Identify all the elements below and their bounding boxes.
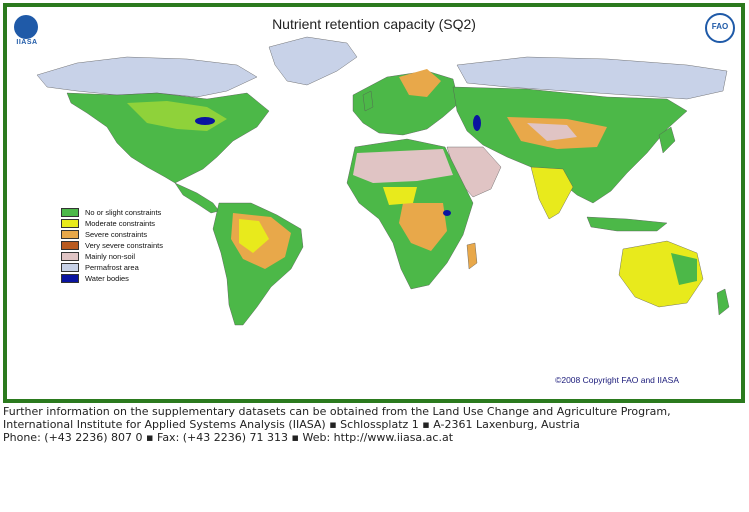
footer-line: International Institute for Applied Syst… <box>3 418 580 431</box>
legend-swatch <box>61 241 79 250</box>
legend-swatch <box>61 263 79 272</box>
sahara-non-soil <box>353 149 453 183</box>
globe-icon <box>14 15 38 39</box>
uk-landmass <box>362 90 374 112</box>
new-zealand-landmass <box>716 288 730 316</box>
legend-label: Severe constraints <box>85 230 148 239</box>
legend-item: Permafrost area <box>61 262 181 273</box>
legend-item: No or slight constraints <box>61 207 181 218</box>
south-america-moderate <box>239 219 269 253</box>
map-title: Nutrient retention capacity (SQ2) <box>272 16 476 32</box>
legend-label: Water bodies <box>85 274 129 283</box>
map-frame: Nutrient retention capacity (SQ2) IIASA … <box>3 3 745 403</box>
madagascar-landmass <box>466 242 478 270</box>
world-map <box>36 36 730 326</box>
indonesia-landmass <box>586 216 668 232</box>
legend-item: Very severe constraints <box>61 240 181 251</box>
legend-label: Moderate constraints <box>85 219 156 228</box>
legend-swatch <box>61 252 79 261</box>
africa-moderate <box>383 187 417 205</box>
india-landmass <box>530 166 574 220</box>
footer-line: Further information on the supplementary… <box>3 405 671 418</box>
legend-label: Permafrost area <box>85 263 139 272</box>
north-america-permafrost <box>36 56 258 98</box>
footer-line: Phone: (+43 2236) 807 0 ▪ Fax: (+43 2236… <box>3 431 454 444</box>
footer-info: Further information on the supplementary… <box>3 405 743 444</box>
legend-label: Very severe constraints <box>85 241 163 250</box>
scandinavia-severe <box>399 69 441 97</box>
legend-label: Mainly non-soil <box>85 252 136 261</box>
legend-item: Severe constraints <box>61 229 181 240</box>
legend-swatch <box>61 219 79 228</box>
africa-severe <box>399 203 447 251</box>
fao-logo[interactable]: FAO <box>705 13 735 43</box>
asia-non-soil <box>527 123 577 141</box>
japan-landmass <box>658 126 676 154</box>
greenland-landmass <box>268 36 358 86</box>
legend-item: Mainly non-soil <box>61 251 181 262</box>
legend-swatch <box>61 208 79 217</box>
fao-logo-text: FAO <box>711 22 729 31</box>
legend-swatch <box>61 274 79 283</box>
great-lakes <box>195 117 215 125</box>
iiasa-logo-text: IIASA <box>16 39 38 46</box>
lake-victoria <box>443 210 451 216</box>
asia-permafrost <box>456 56 728 100</box>
map-legend: No or slight constraints Moderate constr… <box>61 207 181 284</box>
central-america-landmass <box>174 182 220 214</box>
caspian-sea <box>473 115 481 131</box>
legend-swatch <box>61 230 79 239</box>
legend-item: Moderate constraints <box>61 218 181 229</box>
legend-item: Water bodies <box>61 273 181 284</box>
iiasa-logo[interactable]: IIASA <box>12 15 42 49</box>
legend-label: No or slight constraints <box>85 208 162 217</box>
copyright-notice: ©2008 Copyright FAO and IIASA <box>555 375 679 385</box>
australia-no-constraint <box>671 253 697 285</box>
